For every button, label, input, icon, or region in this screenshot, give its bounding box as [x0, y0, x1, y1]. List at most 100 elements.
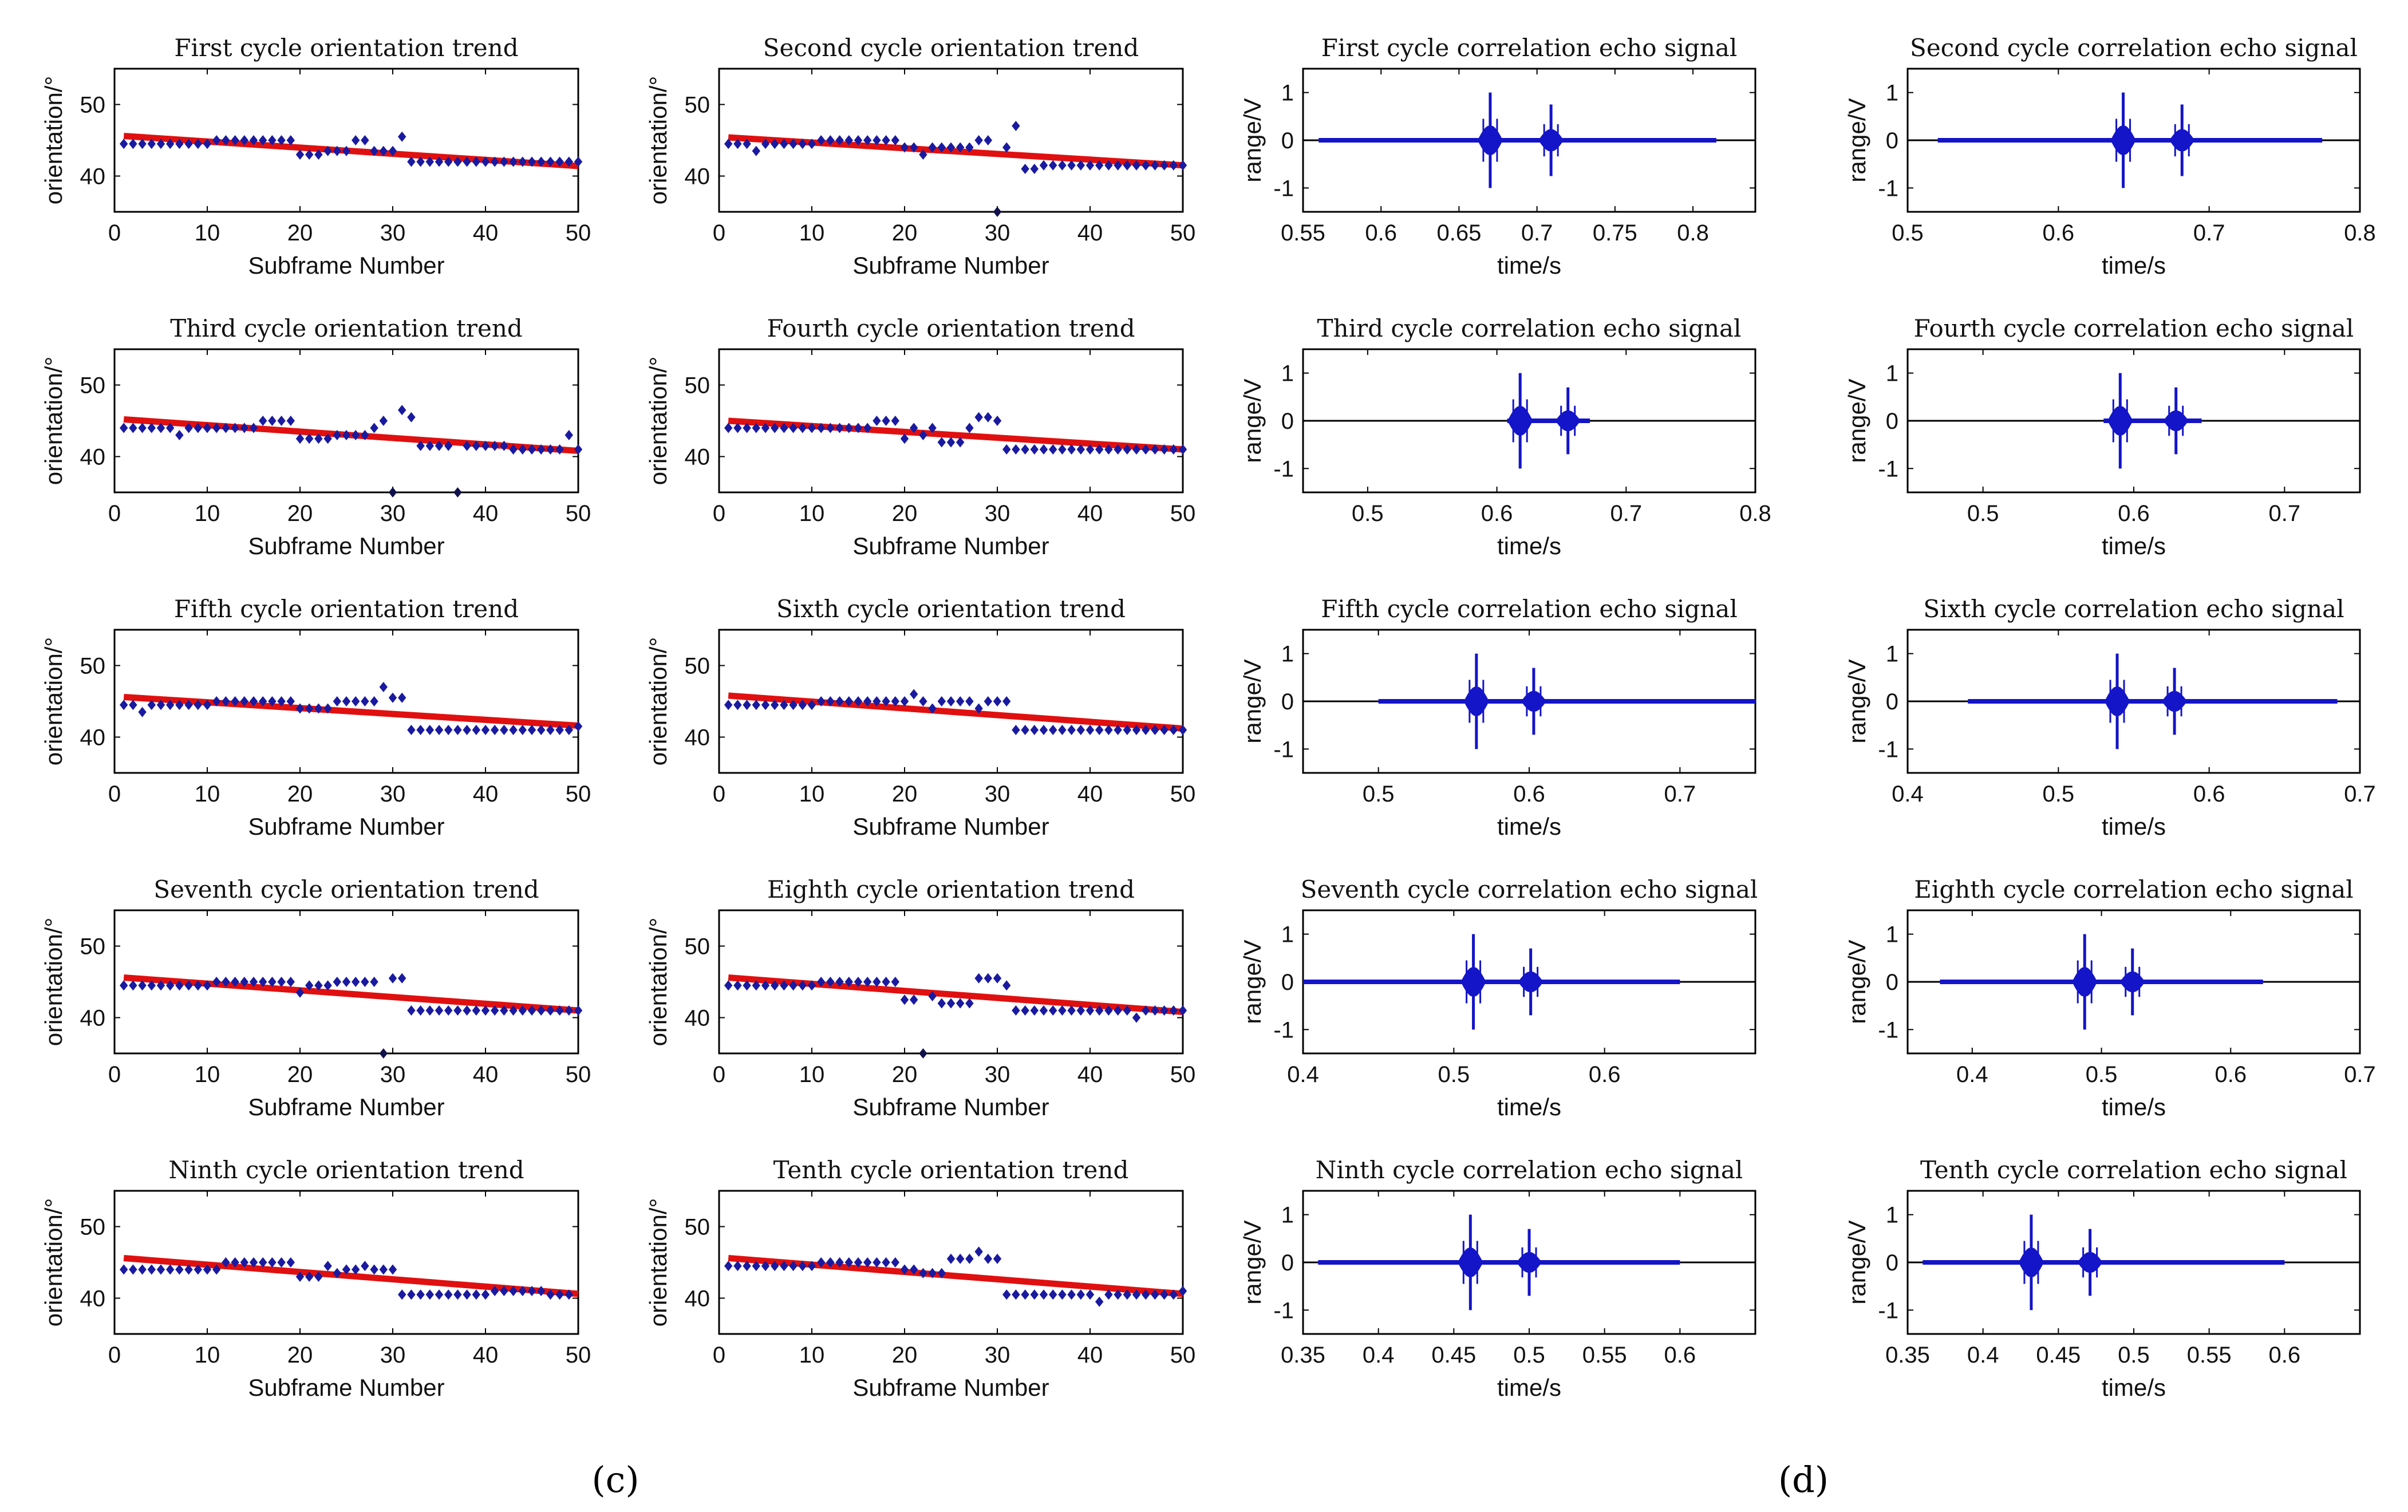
data-point	[472, 1289, 480, 1300]
data-point	[323, 1261, 332, 1272]
y-tick-label: -1	[1273, 176, 1294, 201]
x-tick-label: 30	[985, 1062, 1010, 1087]
y-tick-label: 40	[80, 725, 106, 751]
data-point	[937, 998, 946, 1009]
y-tick-label: 50	[80, 654, 106, 679]
x-tick-label: 0	[713, 1062, 725, 1087]
data-point	[416, 1289, 425, 1300]
data-point	[724, 423, 733, 433]
echo-marker	[1526, 694, 1541, 708]
y-axis-label: orientation/°	[645, 637, 672, 766]
x-tick-label: 40	[473, 1062, 499, 1087]
data-point	[807, 139, 816, 149]
x-tick-label: 30	[985, 1343, 1010, 1368]
data-point	[370, 145, 378, 156]
data-point	[1039, 725, 1048, 735]
y-axis-label: orientation/°	[645, 357, 672, 485]
x-tick-label: 0.7	[1610, 501, 1642, 526]
data-point	[743, 1261, 751, 1272]
x-tick-label: 0.7	[2344, 781, 2376, 807]
y-tick-label: 0	[1281, 970, 1294, 995]
data-point	[1021, 444, 1029, 455]
data-point	[789, 1261, 798, 1272]
trend-line	[728, 134, 1183, 169]
data-point	[752, 980, 760, 991]
data-point	[184, 139, 193, 149]
data-point	[1095, 1296, 1104, 1307]
data-point	[407, 156, 416, 167]
data-point	[1030, 1289, 1039, 1300]
data-point	[184, 980, 193, 991]
y-tick-label: 1	[1886, 361, 1898, 386]
data-point	[277, 1257, 286, 1268]
data-point	[268, 696, 277, 706]
data-point	[780, 700, 788, 710]
data-point	[388, 1264, 397, 1275]
y-tick-label: 50	[685, 93, 710, 118]
data-point	[873, 1257, 881, 1268]
subplot-10: Sixth cycle orientation trend 0 10 20 30 40 50…	[645, 595, 1195, 840]
x-tick-label: 0.7	[1664, 781, 1696, 807]
x-tick-label: 50	[566, 501, 591, 526]
data-point	[1039, 1005, 1048, 1016]
data-point	[147, 700, 156, 710]
data-point	[1169, 1005, 1178, 1016]
data-point	[342, 430, 351, 440]
echo-marker	[2078, 975, 2092, 989]
x-axis-label: Subframe Number	[852, 1374, 1049, 1401]
data-point	[974, 703, 983, 714]
x-tick-label: 10	[799, 1343, 825, 1368]
data-point	[826, 423, 835, 433]
data-point	[500, 725, 508, 735]
trend-line	[123, 694, 579, 729]
data-point	[1021, 1289, 1029, 1300]
data-point	[1123, 1289, 1131, 1300]
data-point	[156, 700, 165, 710]
data-point	[166, 139, 175, 149]
y-axis-label: range/V	[1843, 939, 1870, 1024]
data-point	[398, 131, 406, 142]
y-axis-label: orientation/°	[645, 918, 672, 1047]
data-point	[1030, 164, 1039, 174]
data-point	[1058, 1005, 1067, 1016]
data-point	[1178, 1286, 1187, 1296]
echo-marker	[2110, 694, 2125, 708]
y-tick-label: -1	[1878, 456, 1898, 481]
data-point	[1002, 1289, 1011, 1300]
data-point	[1142, 160, 1150, 171]
y-tick-label: 1	[1886, 81, 1898, 106]
data-point	[974, 1246, 983, 1257]
data-point	[435, 725, 444, 735]
subplot-title: Second cycle orientation trend	[763, 34, 1139, 62]
data-point	[222, 977, 230, 987]
data-point	[1132, 160, 1141, 171]
data-point	[129, 423, 137, 433]
data-point	[286, 696, 295, 706]
data-point	[817, 977, 826, 987]
x-tick-label: 0.7	[2193, 220, 2225, 246]
x-axis-label: time/s	[2102, 252, 2166, 279]
data-point	[798, 1261, 807, 1272]
data-point	[984, 1253, 992, 1264]
data-point	[900, 433, 909, 444]
subplot-2: Second cycle orientation trend 0 10 20 30 40 5…	[645, 34, 1195, 279]
data-point	[286, 135, 295, 145]
data-point	[240, 135, 248, 145]
data-point	[333, 977, 341, 987]
data-point	[249, 696, 258, 706]
data-point	[388, 692, 397, 703]
echo-marker	[1466, 975, 1481, 989]
data-point	[965, 142, 974, 153]
data-point	[863, 977, 872, 987]
y-tick-label: -1	[1273, 737, 1294, 762]
data-point	[1076, 725, 1085, 735]
data-point	[974, 973, 983, 984]
echo-marker	[2116, 133, 2130, 147]
data-point	[956, 437, 965, 448]
data-point	[844, 696, 853, 706]
subplot-title: Ninth cycle correlation echo signal	[1316, 1156, 1743, 1184]
data-point	[435, 156, 444, 167]
data-point	[965, 1253, 974, 1264]
data-point	[1160, 1005, 1169, 1016]
trend-line	[728, 1255, 1183, 1297]
